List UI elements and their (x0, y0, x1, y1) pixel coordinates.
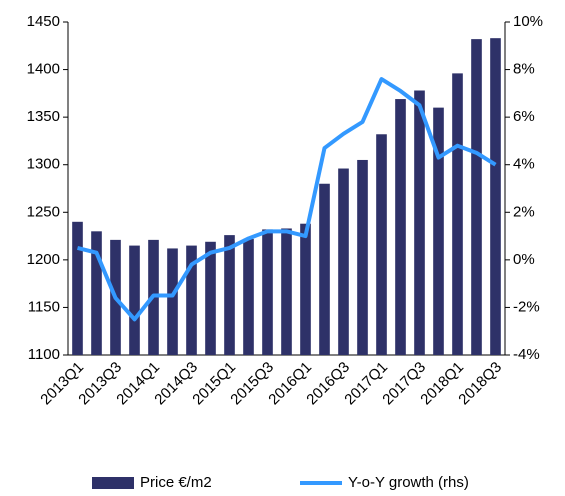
bar (91, 231, 102, 355)
y-tick-label: 1250 (27, 203, 60, 220)
line (77, 77, 497, 322)
y2-tick-label: -4% (513, 346, 540, 363)
y2-tick-label: 10% (513, 13, 543, 30)
bar (224, 235, 235, 355)
bar (414, 90, 425, 355)
bar (433, 107, 444, 355)
bar (72, 221, 83, 355)
x-tick-label: 2018Q3 (455, 359, 505, 409)
bar (281, 228, 292, 355)
legend-swatch (92, 477, 134, 489)
legend-label: Price €/m2 (140, 474, 212, 491)
y-tick-label: 1400 (27, 61, 60, 78)
bar (338, 168, 349, 355)
bar (357, 159, 368, 355)
bar (490, 38, 501, 355)
bar (452, 73, 463, 356)
bar (186, 245, 197, 355)
bar (319, 183, 330, 355)
y2-tick-label: 6% (513, 108, 535, 125)
y-tick-label: 1100 (28, 346, 60, 363)
y-tick-label: 1150 (28, 298, 60, 315)
bar (243, 238, 254, 355)
y2-tick-label: 0% (513, 251, 535, 268)
y-tick-label: 1450 (27, 13, 60, 30)
bar (205, 241, 216, 355)
y-tick-label: 1350 (27, 108, 60, 125)
y-tick-label: 1200 (27, 251, 60, 268)
bar (376, 134, 387, 355)
bar (471, 39, 482, 356)
y2-tick-label: -2% (513, 298, 540, 315)
y2-tick-label: 8% (513, 61, 535, 78)
y-tick-label: 1300 (27, 156, 60, 173)
bar (167, 248, 178, 355)
y2-tick-label: 4% (513, 156, 535, 173)
bar (300, 223, 311, 355)
bar (129, 245, 140, 355)
bar (262, 229, 273, 355)
legend-label: Y-o-Y growth (rhs) (348, 474, 469, 491)
y2-tick-label: 2% (513, 203, 535, 220)
bar (395, 99, 406, 356)
